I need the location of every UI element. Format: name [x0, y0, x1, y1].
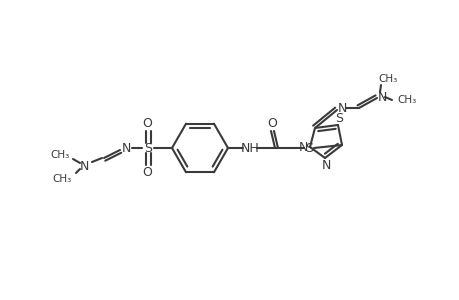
Text: N: N — [376, 91, 386, 103]
Text: CH₃: CH₃ — [397, 95, 416, 105]
Text: N: N — [121, 142, 130, 154]
Text: N: N — [321, 158, 330, 172]
Text: N: N — [336, 101, 346, 115]
Text: CH₃: CH₃ — [50, 150, 69, 160]
Text: NH: NH — [240, 142, 259, 154]
Text: O: O — [142, 116, 152, 130]
Text: S: S — [144, 142, 151, 154]
Text: S: S — [334, 112, 342, 124]
Text: CH₃: CH₃ — [378, 74, 397, 84]
Text: CH₃: CH₃ — [52, 174, 72, 184]
Text: O: O — [267, 116, 277, 130]
Text: O: O — [142, 167, 152, 179]
Text: N: N — [79, 160, 89, 172]
Text: N: N — [298, 140, 307, 154]
Text: S: S — [304, 142, 312, 154]
